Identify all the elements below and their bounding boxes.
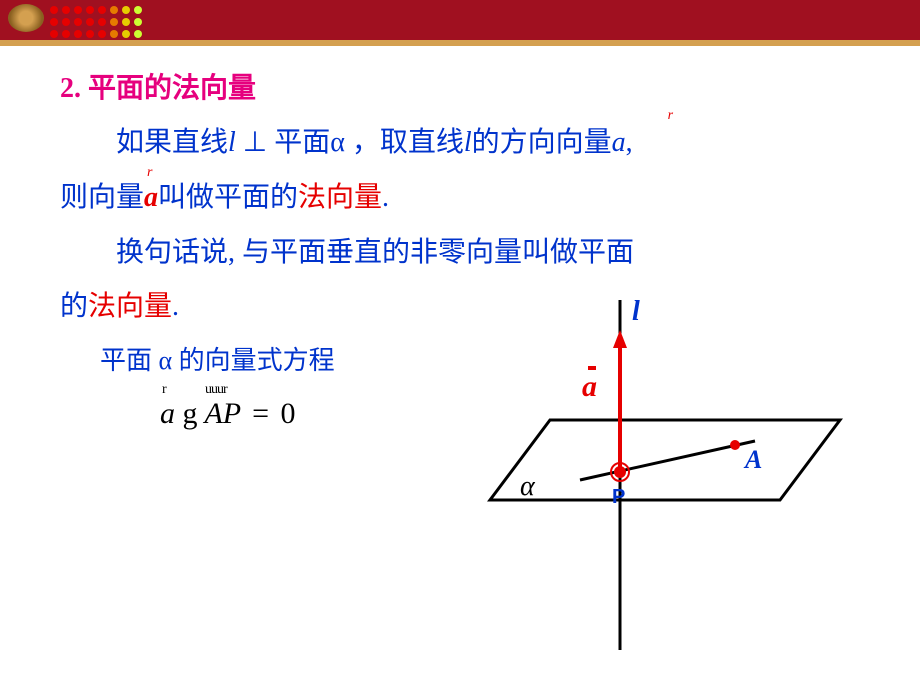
- label-P: P: [612, 486, 625, 508]
- p2-vec: ra: [144, 182, 158, 213]
- p2-vec-letter: a: [144, 182, 158, 213]
- label-a: a: [582, 370, 597, 403]
- header-bar: [0, 0, 920, 40]
- point-A: [730, 440, 740, 450]
- logo-icon: [8, 4, 44, 32]
- header-dot: [98, 18, 106, 26]
- label-alpha: α: [520, 471, 536, 502]
- paragraph-3: 换句话说, 与平面垂直的非零向量叫做平面: [60, 231, 860, 276]
- header-dot: [110, 30, 118, 38]
- p2-text-c: 法向量: [298, 182, 382, 213]
- section-number: 2.: [60, 73, 81, 104]
- p1-l: l: [228, 127, 236, 158]
- section-title-text: 平面的法向量: [88, 73, 256, 104]
- eq-rhs: 0: [281, 397, 296, 430]
- header-dot: [62, 30, 70, 38]
- header-dot: [98, 30, 106, 38]
- p4-text-a: 的: [60, 291, 88, 322]
- header-dot: [62, 6, 70, 14]
- header-dot: [74, 18, 82, 26]
- p2-text-a: 则向量: [60, 182, 144, 213]
- header-dot: [50, 18, 58, 26]
- vec-r-mark: r: [162, 382, 167, 398]
- plane-diagram: l a A P α: [460, 300, 880, 660]
- header-dot: [86, 30, 94, 38]
- paragraph-1: 如果直线l ⊥ 平面α ，取直线l的方向向量ar,: [60, 121, 860, 166]
- header-dot: [50, 6, 58, 14]
- vec-uuur-mark: uuur: [205, 382, 227, 398]
- header-dot: [50, 30, 58, 38]
- p1-text-c: 的方向向量: [472, 127, 612, 158]
- p4-text-c: .: [172, 291, 179, 322]
- eq-a: a: [160, 397, 175, 430]
- point-P: [614, 466, 626, 478]
- label-A: A: [743, 445, 762, 474]
- section-title: 2. 平面的法向量: [60, 66, 860, 106]
- p3-text: 换句话说, 与平面垂直的非零向量叫做平面: [116, 237, 634, 268]
- header-dot: [110, 6, 118, 14]
- p1-vec-a: ar: [612, 127, 626, 158]
- p4-text-b: 法向量: [88, 291, 172, 322]
- p1-vec-a-letter: a: [612, 127, 626, 158]
- p1-text-a: 如果直线: [116, 127, 228, 158]
- p2-text-b: 叫做平面的: [158, 182, 298, 213]
- header-dot: [122, 18, 130, 26]
- vector-a-arrowhead: [613, 330, 627, 348]
- header-dot: [74, 30, 82, 38]
- p2-text-d: .: [382, 182, 389, 213]
- eq-label-text: 平面 α 的向量式方程: [100, 346, 335, 375]
- p1-text-d: ,: [626, 127, 633, 158]
- header-dot: [86, 18, 94, 26]
- header-dot: [134, 18, 142, 26]
- header-dot: [134, 30, 142, 38]
- eq-AP: AP: [204, 397, 240, 430]
- header-dot: [110, 18, 118, 26]
- p1-l2: l: [464, 127, 472, 158]
- header-dot: [62, 18, 70, 26]
- header-dot: [98, 6, 106, 14]
- paragraph-2: 则向量ra叫做平面的法向量.: [60, 176, 860, 221]
- header-dot: [134, 6, 142, 14]
- header-dots: [50, 6, 144, 40]
- line-PA: [580, 441, 755, 480]
- eq-op: g: [183, 397, 198, 430]
- header-dot: [74, 6, 82, 14]
- label-l: l: [632, 300, 640, 327]
- header-dot: [122, 6, 130, 14]
- header-dot: [86, 6, 94, 14]
- p1-text-b: ⊥ 平面α ，取直线: [236, 127, 464, 158]
- eq-eq: =: [252, 397, 269, 430]
- header-dot: [122, 30, 130, 38]
